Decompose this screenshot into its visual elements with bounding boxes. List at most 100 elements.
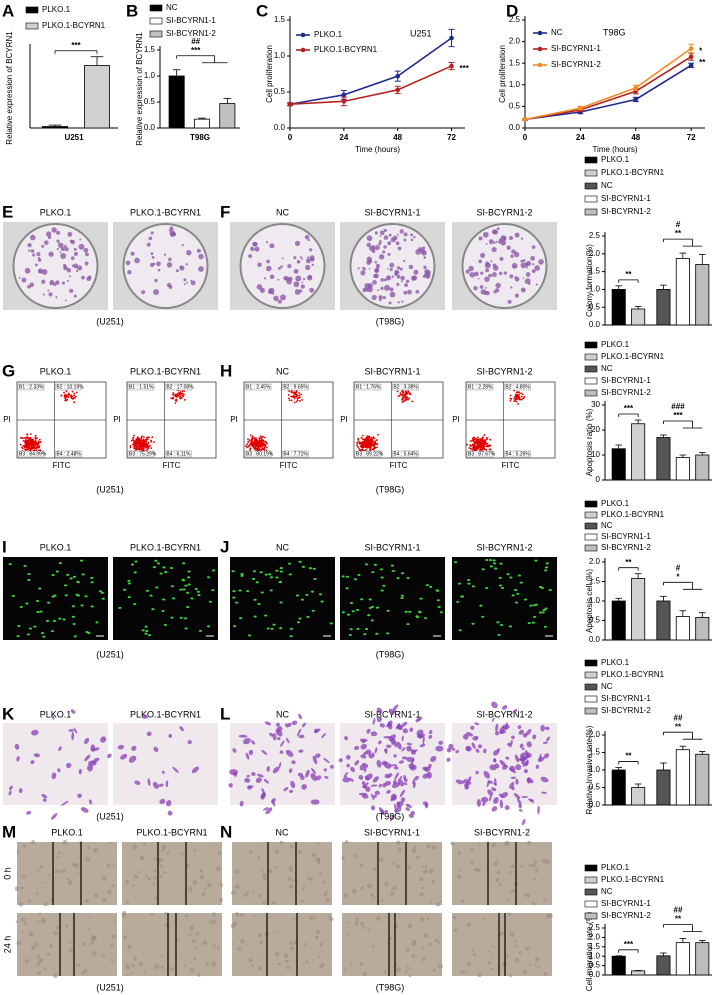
event: [473, 448, 475, 450]
x-tick-label: 48: [631, 133, 640, 142]
event: [291, 399, 293, 401]
colony: [523, 277, 525, 279]
cell: [77, 794, 82, 798]
cell: [532, 622, 535, 624]
texture: [160, 864, 163, 867]
image-title: PLKO.1-BCYRN1: [130, 366, 201, 376]
significance: **: [625, 752, 632, 761]
chart-title: T98G: [603, 27, 626, 37]
texture: [161, 955, 163, 957]
image-title: SI-BCYRN1-1: [364, 207, 420, 217]
texture: [459, 870, 461, 872]
colony: [362, 267, 364, 269]
texture: [478, 973, 482, 977]
cell: [47, 602, 50, 604]
colony: [134, 258, 140, 264]
texture: [402, 842, 404, 844]
texture: [67, 877, 70, 880]
texture: [88, 928, 90, 930]
texture: [392, 863, 395, 866]
significance: *: [699, 47, 703, 56]
colony: [499, 257, 503, 261]
colony: [480, 271, 483, 274]
cell: [42, 636, 45, 638]
cell: [275, 570, 278, 572]
colony: [280, 265, 283, 268]
x-axis-label: Time (hours): [355, 145, 400, 154]
event: [27, 437, 29, 439]
y-tick-label: 2.0: [589, 557, 601, 566]
cell: [280, 570, 283, 572]
cell: [435, 589, 438, 591]
cell: [91, 581, 94, 583]
cell: [261, 592, 264, 594]
cell: [39, 610, 42, 612]
cell: [520, 582, 523, 584]
texture: [94, 893, 98, 897]
y-tick-label: 0.5: [144, 97, 156, 106]
cell: [391, 565, 394, 567]
colony: [536, 283, 538, 285]
image-title: PLKO.1: [51, 827, 83, 837]
colony: [167, 283, 171, 287]
cell: [549, 589, 552, 591]
cell: [36, 600, 39, 602]
texture: [259, 894, 262, 897]
legend-label: PLKO.1: [314, 30, 343, 39]
legend-swatch: [585, 523, 597, 529]
cell: [185, 627, 188, 629]
cell: [17, 625, 20, 627]
event: [481, 444, 483, 446]
texture: [412, 954, 416, 958]
caption: (U251): [96, 982, 124, 992]
cell: [253, 570, 256, 572]
texture: [432, 845, 436, 849]
event: [466, 444, 468, 446]
cell: [429, 586, 432, 588]
event: [373, 443, 375, 445]
colony: [379, 298, 382, 301]
event: [23, 437, 25, 439]
bar: [612, 956, 625, 975]
colony: [496, 241, 498, 243]
event: [255, 440, 257, 442]
texture: [432, 969, 435, 972]
texture: [263, 901, 266, 904]
colony: [48, 236, 51, 239]
event: [139, 444, 141, 446]
texture: [160, 875, 163, 878]
texture: [422, 946, 425, 949]
colony: [532, 269, 536, 273]
cell: [298, 561, 301, 563]
legend-marker: [538, 63, 543, 68]
cell: [160, 572, 163, 574]
bar: [696, 264, 709, 325]
texture: [396, 967, 401, 972]
texture: [181, 853, 184, 856]
colony: [295, 241, 300, 246]
colony: [368, 283, 373, 288]
bar: [612, 449, 625, 480]
colony: [397, 234, 399, 236]
texture: [244, 893, 248, 897]
texture: [92, 936, 97, 941]
event: [39, 441, 41, 443]
legend-swatch: [585, 708, 597, 714]
colony: [397, 301, 399, 303]
image-title: PLKO.1: [40, 366, 72, 376]
texture: [408, 923, 413, 928]
panel-letter: E: [2, 202, 13, 221]
texture: [154, 857, 157, 860]
image-title: SI-BCYRN1-1: [364, 542, 420, 552]
colony: [48, 251, 53, 256]
cell: [440, 611, 443, 613]
image-bg: [122, 913, 222, 976]
legend-label: SI-BCYRN1-2: [601, 706, 651, 715]
event: [516, 392, 518, 394]
colony: [403, 291, 407, 295]
cell: [257, 603, 260, 605]
significance: **: [625, 270, 632, 279]
y-axis-label: Relative expression of BCYRN1: [135, 32, 144, 146]
texture: [458, 851, 462, 855]
texture: [361, 886, 364, 889]
